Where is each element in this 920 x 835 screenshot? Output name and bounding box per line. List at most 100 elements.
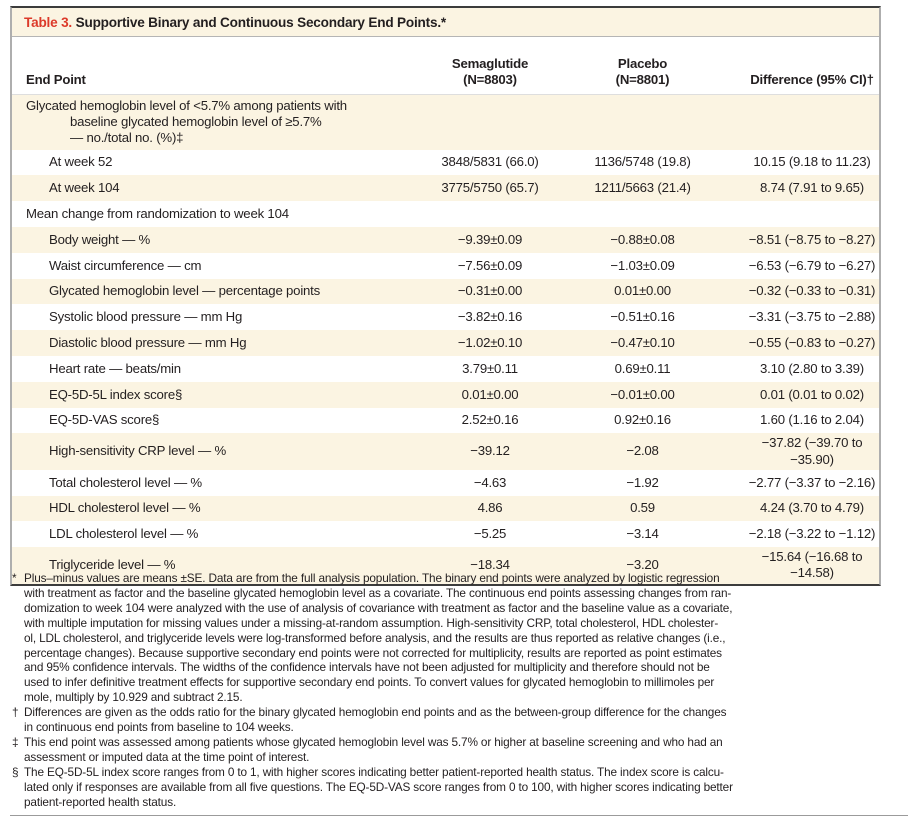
endpoint-cell: Heart rate — beats/min [49, 360, 181, 376]
endpoint-cell: Mean change from randomization to week 1… [26, 206, 289, 221]
footnote-marker: § [12, 764, 19, 779]
semaglutide-value-cell: −18.34 [470, 557, 510, 573]
endpoint-cell: Diastolic blood pressure — mm Hg [49, 334, 247, 350]
placebo-value-cell: −1.92 [626, 474, 659, 490]
difference-value-cell: −37.82 (−39.70 to −35.90) [761, 435, 863, 467]
table-row: EQ-5D-VAS score§ 2.52±0.16 0.92±0.16 1.60 (… [12, 407, 879, 434]
column-header-difference: Difference (95% CI)† [750, 72, 874, 87]
difference-value-cell: 8.74 (7.91 to 9.65) [760, 180, 864, 196]
endpoint-cell: At week 52 [49, 154, 113, 170]
endpoint-cell: Glycated hemoglobin level — percentage p… [49, 283, 321, 299]
table-row: HDL cholesterol level — % 4.86 0.59 4.24 (3… [12, 495, 879, 522]
endpoint-cell: EQ-5D-5L index score§ [49, 386, 183, 402]
placebo-value-cell: 1211/5663 (21.4) [594, 180, 691, 196]
endpoint-cell: LDL cholesterol level — % [49, 526, 199, 542]
difference-value-cell: −2.77 (−3.37 to −2.16) [748, 474, 876, 490]
semaglutide-value-cell [395, 120, 585, 124]
difference-value-cell: −15.64 (−16.68 to −14.58) [761, 549, 863, 581]
endpoint-cell: Waist circumference — cm [49, 257, 202, 273]
semaglutide-value-cell: −5.25 [473, 526, 507, 542]
difference-value-cell: 3.10 (2.80 to 3.39) [760, 360, 864, 376]
table-row: LDL cholesterol level — % −5.25 −3.14 −2.18… [12, 521, 879, 548]
endpoint-cell: HDL cholesterol level — % [49, 500, 201, 516]
table-row: Total cholesterol level — % −4.63 −1.92 −2.… [12, 469, 879, 496]
endpoint-cell: At week 104 [49, 180, 120, 196]
endpoint-cell: High-sensitivity CRP level — % [49, 443, 226, 459]
placebo-value-cell: 1136/5748 (19.8) [594, 154, 691, 170]
semaglutide-value-cell: −7.56±0.09 [457, 257, 523, 273]
difference-value-cell: 4.24 (3.70 to 4.79) [760, 500, 864, 516]
footnote: ‡ This end point was assessed among patie… [10, 735, 908, 765]
footnote: § The EQ-5D-5L index score ranges from 0 … [10, 765, 908, 810]
difference-value-cell: 1.60 (1.16 to 2.04) [760, 412, 864, 428]
table-body: Glycated hemoglobin level of <5.7% among… [12, 95, 879, 584]
semaglutide-value-cell: 3775/5750 (65.7) [441, 180, 539, 196]
table-row: Triglyceride level — % −18.34 −3.20 −15.64 … [12, 547, 879, 584]
placebo-value-cell: −0.51±0.16 [610, 309, 675, 325]
column-header-placebo: Placebo (N=8801) [615, 56, 670, 87]
placebo-value-cell: −0.01±0.00 [610, 386, 675, 402]
endpoint-cell: Triglyceride level — % [49, 557, 176, 573]
table-row: Waist circumference — cm −7.56±0.09 −1.03±… [12, 252, 879, 279]
table-title-text: Supportive Binary and Continuous Seconda… [72, 15, 447, 30]
table-section-row: Mean change from randomization to week 1… [12, 201, 879, 227]
semaglutide-value-cell: −9.39±0.09 [457, 231, 523, 247]
difference-value-cell: −3.31 (−3.75 to −2.88) [748, 309, 876, 325]
endpoint-cell: Systolic blood pressure — mm Hg [49, 309, 243, 325]
table-row: Body weight — % −9.39±0.09 −0.88±0.08 −8.51… [12, 227, 879, 253]
column-header-row: End Point Semaglutide (N=8803) Placebo (… [12, 37, 879, 95]
semaglutide-value-cell: 3.79±0.11 [462, 360, 518, 376]
endpoint-cell: Total cholesterol level — % [49, 474, 202, 490]
footnote-text: This end point was assessed among patien… [24, 734, 723, 764]
difference-value-cell: −2.18 (−3.22 to −1.12) [748, 526, 876, 542]
table-row: Diastolic blood pressure — mm Hg −1.02±0.… [12, 330, 879, 356]
placebo-value-cell: 0.92±0.16 [614, 412, 671, 428]
placebo-value-cell: −3.14 [626, 526, 659, 542]
placebo-value-cell [585, 212, 700, 216]
table-row: High-sensitivity CRP level — % −39.12 −2.0… [12, 433, 879, 470]
placebo-value-cell: −0.88±0.08 [610, 231, 675, 247]
table-section-row: Glycated hemoglobin level of <5.7% among… [12, 95, 879, 150]
difference-value-cell: −6.53 (−6.79 to −6.27) [748, 257, 876, 273]
table-title: Table 3. Supportive Binary and Continuou… [12, 8, 879, 37]
difference-value-cell: −0.55 (−0.83 to −0.27) [748, 334, 876, 350]
semaglutide-value-cell [395, 212, 585, 216]
difference-value-cell: −8.51 (−8.75 to −8.27) [748, 231, 876, 247]
placebo-value-cell: 0.59 [630, 500, 655, 516]
column-header-semaglutide: Semaglutide (N=8803) [451, 56, 529, 87]
table-number: Table 3. [24, 15, 73, 30]
footnote-text: Differences are given as the odds ratio … [24, 705, 727, 735]
semaglutide-value-cell: −4.63 [473, 474, 507, 490]
footnote-text: Plus–minus values are means ±SE. Data ar… [24, 571, 733, 705]
table-card: Table 3. Supportive Binary and Continuou… [10, 6, 881, 586]
semaglutide-value-cell: −1.02±0.10 [457, 334, 523, 350]
semaglutide-value-cell: 2.52±0.16 [461, 412, 519, 428]
semaglutide-value-cell: −3.82±0.16 [457, 309, 523, 325]
table-row: Systolic blood pressure — mm Hg −3.82±0.1… [12, 304, 879, 331]
placebo-value-cell: −3.20 [626, 557, 659, 573]
footnote: † Differences are given as the odds ratio… [10, 705, 908, 735]
semaglutide-value-cell: −39.12 [470, 443, 510, 459]
semaglutide-value-cell: 3848/5831 (66.0) [441, 154, 539, 170]
semaglutide-value-cell: 4.86 [477, 500, 503, 516]
footnote-marker: * [12, 571, 17, 585]
difference-value-cell: 10.15 (9.18 to 11.23) [753, 154, 871, 170]
placebo-value-cell: 0.69±0.11 [614, 360, 671, 376]
endpoint-cell: Body weight — % [49, 231, 151, 247]
footnote-marker: ‡ [12, 734, 19, 749]
footnotes: * Plus–minus values are means ±SE. Data a… [10, 571, 908, 816]
semaglutide-value-cell: −0.31±0.00 [457, 283, 523, 299]
endpoint-cell: EQ-5D-VAS score§ [49, 412, 160, 428]
table-row: EQ-5D-5L index score§ 0.01±0.00 −0.01±0.00… [12, 381, 879, 408]
placebo-value-cell: 0.01±0.00 [614, 283, 671, 299]
placebo-value-cell: −0.47±0.10 [610, 334, 675, 350]
table-row: Heart rate — beats/min 3.79±0.11 0.69±0.11… [12, 355, 879, 382]
difference-value-cell: 0.01 (0.01 to 0.02) [760, 386, 864, 402]
table-row: At week 104 3775/5750 (65.7) 1211/5663 (21… [12, 175, 879, 202]
placebo-value-cell: −1.03±0.09 [610, 257, 675, 273]
endpoint-cell: Glycated hemoglobin level of <5.7% among… [26, 98, 347, 146]
placebo-value-cell [585, 120, 700, 124]
placebo-value-cell: −2.08 [626, 443, 659, 459]
footnote: * Plus–minus values are means ±SE. Data a… [10, 571, 908, 705]
